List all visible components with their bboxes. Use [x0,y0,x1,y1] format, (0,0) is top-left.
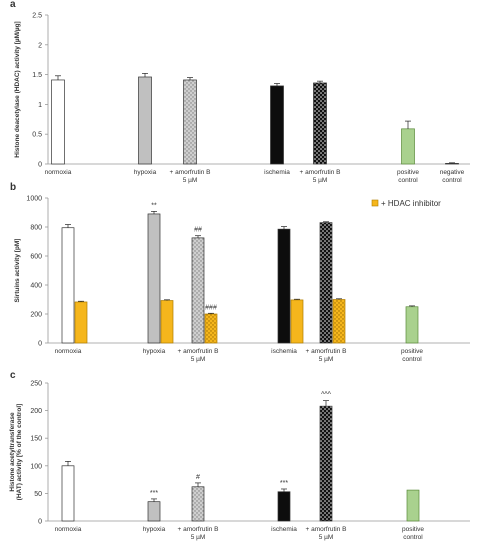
bar [147,213,161,344]
x-tick-label: positive [397,169,419,176]
y-axis-title: (HAT) activity [% of the control] [16,404,23,501]
y-tick-label: 1.5 [32,72,42,79]
x-tick-label: + amorfrutin B [305,348,346,355]
x-tick-label: + amorfrutin B [177,348,218,355]
y-tick-label: 2 [38,42,42,49]
x-tick-label: 5 µM [191,356,206,363]
chart-panel-c: c 0 50 100 150 200 250 Histone acetyltransferas… [9,370,470,541]
y-tick-label: 150 [30,436,42,443]
x-tick-label: ischemia [264,169,290,176]
x-tick-label: ischemia [271,348,297,355]
bar [332,299,346,344]
x-tick-label: control [403,534,423,541]
x-tick-label: ischemia [271,526,297,533]
bar [204,313,218,344]
bar [61,227,75,344]
bar [277,228,291,344]
significance-marker: ### [205,304,217,311]
y-tick-label: 800 [30,225,42,232]
bar [290,299,304,344]
y-tick-label: 1 [38,102,42,109]
y-axis-title: Histone acetyltransferase [9,412,16,492]
chart-panel-a: a 0 0.5 1 1.5 2 2.5 Histone deacetylase (HDAC) … [10,0,470,184]
x-tick-label: normoxia [45,169,72,176]
bar [191,486,205,522]
x-tick-label: 5 µM [191,534,206,541]
x-tick-label: normoxia [55,526,82,533]
y-tick-label: 2.5 [32,13,42,20]
bar [319,405,333,522]
significance-marker: # [196,474,200,481]
bar [270,85,284,165]
bar [406,489,420,522]
x-tick-label: + amorfrutin B [299,169,340,176]
bar [313,82,327,165]
x-tick-label: positive [402,526,424,533]
x-tick-label: positive [401,348,423,355]
y-tick-label: 400 [30,283,42,290]
x-tick-label: + amorfrutin B [177,526,218,533]
x-tick-label: hypoxia [134,169,157,176]
x-tick-label: 5 µM [319,356,334,363]
y-tick-label: 50 [34,491,42,498]
significance-marker: ** [151,202,157,209]
bar [61,465,75,522]
panel-letter: b [10,182,16,193]
bar [183,79,197,165]
x-tick-label: control [398,177,418,184]
bar [319,222,333,344]
x-tick-label: control [442,177,462,184]
y-tick-label: 0.5 [32,132,42,139]
bar [51,79,65,165]
x-tick-label: negative [440,169,465,176]
x-tick-label: + amorfrutin B [305,526,346,533]
bar [191,237,205,344]
y-tick-label: 200 [30,408,42,415]
bar [74,301,88,344]
bar [405,306,419,344]
x-tick-label: 5 µM [313,177,328,184]
bar [277,491,291,522]
bar [401,128,415,165]
y-tick-label: 0 [38,519,42,526]
x-tick-label: 5 µM [319,534,334,541]
chart-panel-b: b 0 200 400 600 800 1000 Sirtuins activity [pM]… [10,182,470,363]
bar [147,501,161,522]
panel-letter: c [10,370,16,381]
legend-swatch [371,199,379,207]
legend-label: + HDAC inhibitor [381,199,441,208]
y-tick-label: 250 [30,381,42,388]
bar [138,76,152,165]
significance-marker: *** [150,490,158,497]
y-tick-label: 0 [38,341,42,348]
x-tick-label: 5 µM [183,177,198,184]
y-axis-title: Sirtuins activity [pM] [14,239,21,303]
y-tick-label: 200 [30,312,42,319]
bar [160,300,174,344]
y-tick-label: 1000 [26,196,42,203]
y-tick-label: 100 [30,463,42,470]
x-tick-label: hypoxia [143,526,166,533]
significance-marker: ## [194,227,202,234]
y-axis-title: Histone deacetylase (HDAC) activity [µM/… [14,21,21,157]
x-tick-label: normoxia [55,348,82,355]
bar [445,163,459,165]
significance-marker: ^^^ [321,392,332,399]
x-tick-label: + amorfrutin B [169,169,210,176]
x-tick-label: hypoxia [143,348,166,355]
significance-marker: *** [280,480,288,487]
x-tick-label: control [402,356,422,363]
y-tick-label: 0 [38,162,42,169]
y-tick-label: 600 [30,254,42,261]
panel-letter: a [10,0,16,10]
